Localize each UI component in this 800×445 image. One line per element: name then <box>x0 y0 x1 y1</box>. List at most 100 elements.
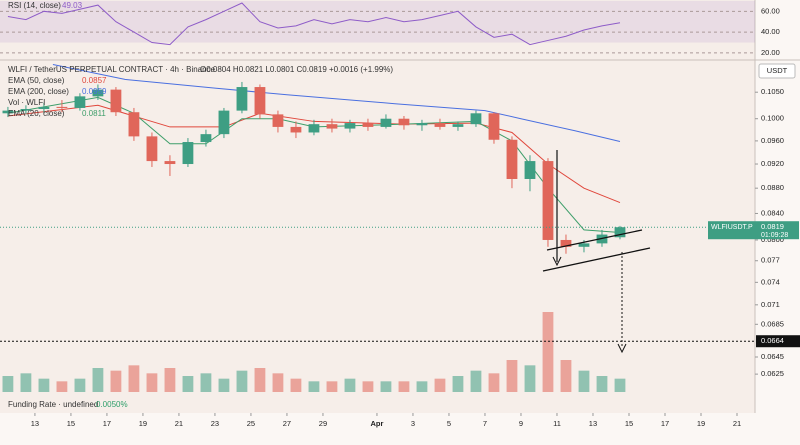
volume-bar <box>272 373 284 392</box>
volume-bar <box>416 381 428 392</box>
ema-line <box>7 104 621 204</box>
candle-body <box>434 123 446 127</box>
volume-bar <box>38 378 50 392</box>
volume-bar <box>398 381 410 392</box>
volume-bar <box>236 370 248 392</box>
candle-body <box>470 113 482 125</box>
legend-name: EMA (200, close) <box>8 87 69 96</box>
funding-label: Funding Rate · undefined <box>8 400 98 409</box>
volume-bar <box>2 376 14 392</box>
volume-bar <box>110 370 122 392</box>
volume-bar <box>614 378 626 392</box>
candle-body <box>524 161 536 179</box>
candle-body <box>56 106 68 108</box>
candle-body <box>488 113 500 140</box>
price-tag-countdown: 01:09:28 <box>761 232 788 239</box>
ema-line <box>52 63 621 142</box>
y-tick-label: 0.0840 <box>761 208 784 217</box>
rsi-tick-label: 40.00 <box>761 27 780 36</box>
y-tick-label: 0.0625 <box>761 369 784 378</box>
volume-bar <box>290 378 302 392</box>
candle-body <box>308 124 320 133</box>
y-tick-label: 0.0685 <box>761 319 784 328</box>
arrow-head <box>617 343 627 354</box>
candle-body <box>20 109 32 111</box>
candle-body <box>38 106 50 110</box>
legend-value: 0.0959 <box>82 87 107 96</box>
volume-bar <box>200 373 212 392</box>
candle-body <box>506 139 518 179</box>
candle-body <box>92 89 104 97</box>
candle-body <box>2 110 14 114</box>
x-tick-label: 11 <box>553 419 561 428</box>
y-tick-label: 0.0800 <box>761 235 784 244</box>
volume-bar <box>380 381 392 392</box>
volume-bar <box>218 378 230 392</box>
volume-bar <box>182 376 194 392</box>
x-tick-label: 25 <box>247 419 255 428</box>
candle-body <box>560 239 572 247</box>
volume-bar <box>506 360 518 392</box>
x-tick-label: Apr <box>370 419 383 428</box>
rsi-tick-label: 60.00 <box>761 6 780 15</box>
ohlc: O0.0804 H0.0821 L0.0801 C0.0819 +0.0016 … <box>200 65 393 74</box>
rsi-tick-label: 20.00 <box>761 48 780 57</box>
legend-value: 0.0857 <box>82 76 107 85</box>
time-axis <box>0 413 800 445</box>
candle-body <box>74 96 86 108</box>
y-tick-label: 0.0960 <box>761 136 784 145</box>
y-tick-label: 0.071 <box>761 300 780 309</box>
candle-body <box>218 110 230 135</box>
volume-bar <box>542 312 554 392</box>
legend-name: EMA (20, close) <box>8 109 65 118</box>
rsi-title: RSI (14, close) <box>8 1 61 10</box>
candle-body <box>236 87 248 111</box>
x-tick-label: 9 <box>519 419 523 428</box>
y-tick-label: 0.1050 <box>761 87 784 96</box>
candle-body <box>200 134 212 143</box>
legend-name: Vol · WLFI <box>8 98 45 107</box>
channel-lower <box>542 247 651 272</box>
rsi-band <box>0 0 755 43</box>
x-tick-label: 5 <box>447 419 451 428</box>
x-tick-label: 17 <box>103 419 111 428</box>
x-tick-label: 13 <box>31 419 39 428</box>
x-tick-label: 27 <box>283 419 291 428</box>
candle-body <box>362 123 374 127</box>
y-tick-label: 0.074 <box>761 277 780 286</box>
volume-bar <box>470 370 482 392</box>
volume-bar <box>326 381 338 392</box>
price-tag-value: 0.0819 <box>761 222 784 231</box>
volume-bar <box>344 378 356 392</box>
channel-upper <box>546 229 643 251</box>
x-tick-label: 15 <box>625 419 633 428</box>
volume-bar <box>20 373 32 392</box>
candle-body <box>326 124 338 129</box>
y-tick-label: 0.0920 <box>761 159 784 168</box>
volume-bar <box>596 376 608 392</box>
x-tick-label: 23 <box>211 419 219 428</box>
target-box <box>756 335 800 348</box>
x-tick-label: 21 <box>733 419 741 428</box>
x-tick-label: 7 <box>483 419 487 428</box>
price-tag-symbol: WLFIUSDT.P <box>711 224 753 231</box>
currency: USDT <box>767 66 788 75</box>
plot: 0.1050 0.1000 0.0960 0.0920 0.0880 0.0840 0.08… <box>0 0 800 428</box>
x-tick-label: 21 <box>175 419 183 428</box>
price-tag-box <box>708 221 799 240</box>
volume-bar <box>92 368 104 392</box>
candle-body <box>344 123 356 129</box>
candle-body <box>614 227 626 238</box>
target-label: 0.0664 <box>761 336 784 345</box>
x-tick-label: 19 <box>139 419 147 428</box>
funding-value: 0.0050% <box>96 400 128 409</box>
x-tick-label: 13 <box>589 419 597 428</box>
arrow-head <box>552 256 562 267</box>
x-tick-label: 19 <box>697 419 705 428</box>
volume-bar <box>560 360 572 392</box>
candle-body <box>416 123 428 126</box>
volume-bar <box>146 373 158 392</box>
candle-body <box>146 136 158 162</box>
candle-body <box>164 161 176 165</box>
volume-bar <box>74 378 86 392</box>
